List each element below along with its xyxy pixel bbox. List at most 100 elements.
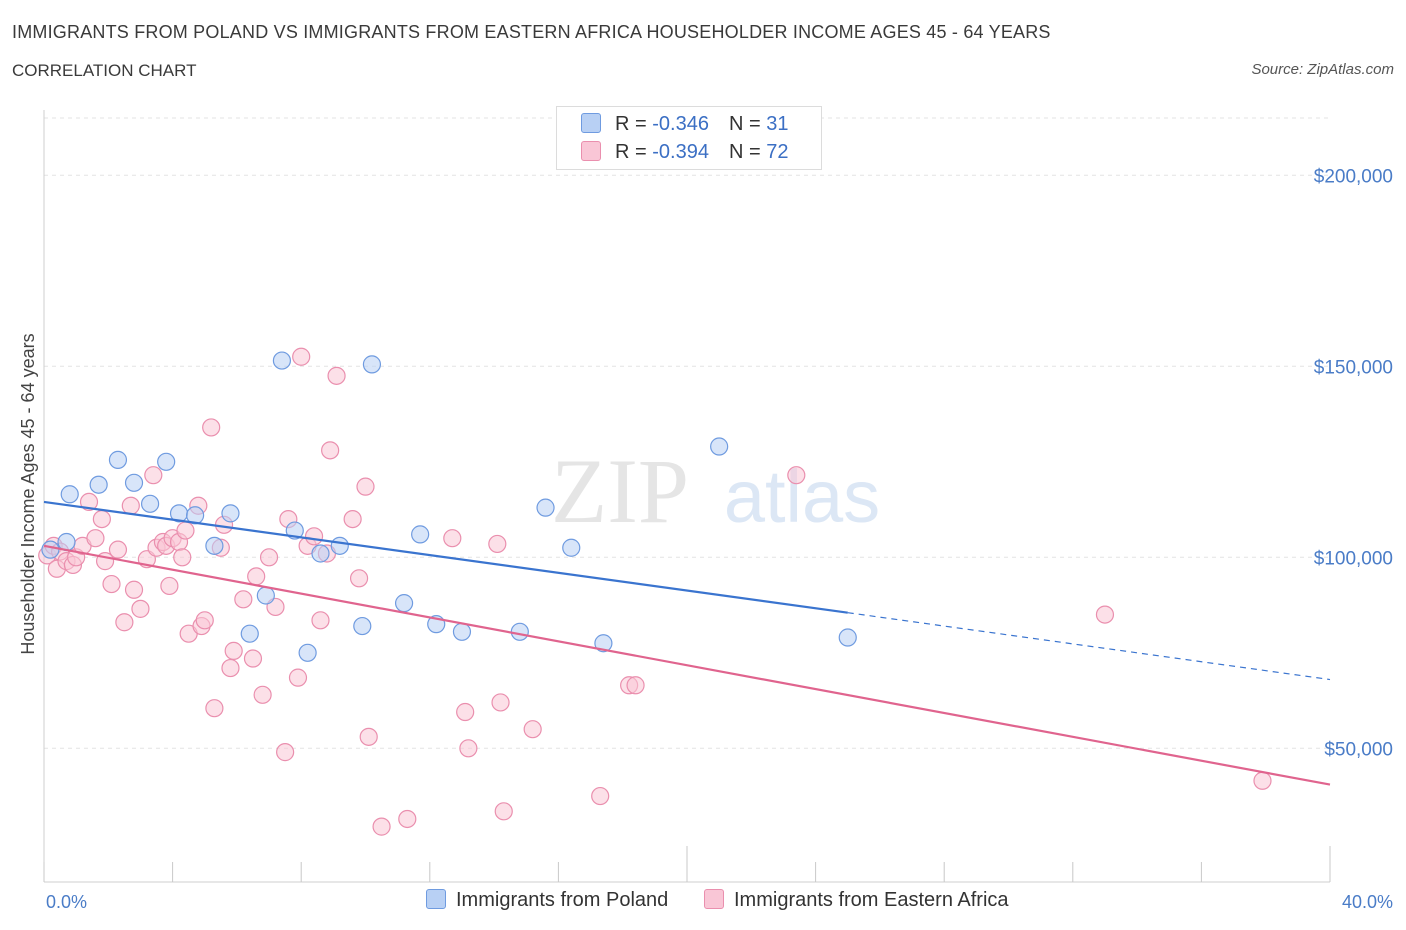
y-tick-label: $200,000: [1314, 166, 1393, 187]
point-poland: [562, 538, 581, 557]
x-tick-label-max: 40.0%: [1342, 892, 1393, 912]
legend-n-value: 72: [766, 141, 789, 163]
point-poland: [362, 355, 382, 374]
point-eastern-africa: [1095, 605, 1115, 624]
point-eastern-africa: [92, 509, 111, 529]
point-eastern-africa: [304, 527, 324, 546]
trend-lines: [43, 500, 1331, 786]
point-poland: [140, 494, 160, 513]
point-eastern-africa: [176, 521, 195, 540]
point-eastern-africa: [311, 611, 330, 630]
point-eastern-africa: [79, 492, 99, 512]
point-poland: [594, 634, 613, 653]
point-poland: [41, 540, 60, 559]
point-eastern-africa: [195, 611, 214, 630]
chart-title: IMMIGRANTS FROM POLAND VS IMMIGRANTS FRO…: [12, 22, 1051, 42]
point-poland: [157, 452, 176, 471]
watermark-atlas: atlas: [724, 455, 880, 538]
bottom-legend-label-poland: Immigrants from Poland: [456, 889, 669, 911]
point-eastern-africa: [173, 548, 192, 567]
point-eastern-africa: [253, 685, 272, 704]
bottom-legend-swatch-poland: [426, 889, 446, 909]
point-eastern-africa: [131, 599, 150, 618]
point-eastern-africa: [343, 509, 362, 529]
point-eastern-africa: [398, 809, 417, 829]
point-eastern-africa: [591, 786, 610, 806]
legend-r-value: -0.394: [652, 141, 709, 163]
point-poland: [124, 473, 144, 492]
point-poland: [272, 351, 292, 370]
point-eastern-africa: [247, 567, 266, 586]
point-eastern-africa: [108, 540, 128, 559]
point-eastern-africa: [234, 590, 253, 609]
y-tick-label: $50,000: [1324, 739, 1393, 760]
point-poland: [710, 437, 729, 456]
point-eastern-africa: [349, 569, 369, 588]
point-eastern-africa: [292, 347, 311, 366]
point-poland: [536, 498, 555, 517]
point-poland: [256, 586, 275, 605]
point-eastern-africa: [115, 613, 134, 632]
chart-subtitle: CORRELATION CHART: [12, 61, 197, 80]
y-tick-label: $150,000: [1314, 357, 1393, 378]
point-poland: [221, 504, 240, 523]
point-eastern-africa: [243, 649, 263, 668]
watermark: ZIP atlas: [551, 440, 880, 542]
point-poland: [330, 536, 349, 555]
point-eastern-africa: [160, 576, 179, 596]
point-eastern-africa: [456, 702, 475, 722]
point-eastern-africa: [372, 817, 391, 836]
legend-swatch-eastern-africa: [581, 141, 601, 161]
tick-labels: $50,000 $100,000 $150,000 $200,000 0.0% 40.0%: [46, 166, 1393, 912]
point-eastern-africa: [124, 580, 144, 599]
point-poland: [452, 622, 472, 641]
legend-r-value: -0.346: [652, 113, 709, 135]
legend-r-label: R =: [615, 113, 653, 135]
point-poland: [838, 628, 857, 647]
axes: [43, 110, 1331, 883]
legend-row-eastern-africa: R = -0.394 N = 72: [581, 141, 788, 167]
x-tick-label-min: 0.0%: [46, 892, 87, 912]
point-eastern-africa: [787, 466, 806, 485]
point-eastern-africa: [494, 802, 513, 821]
trend-line-eastern-africa: [43, 544, 1331, 786]
legend-n-label: N =: [728, 113, 767, 135]
point-eastern-africa: [86, 529, 105, 548]
bottom-legend-poland: Immigrants from Poland: [426, 889, 668, 912]
point-eastern-africa: [321, 441, 340, 460]
point-eastern-africa: [259, 548, 279, 567]
point-poland: [205, 536, 224, 555]
points-poland: [41, 351, 857, 662]
trend-line-poland: [43, 500, 848, 614]
point-eastern-africa: [205, 699, 224, 718]
point-eastern-africa: [144, 466, 163, 485]
point-eastern-africa: [443, 529, 462, 548]
legend-swatch-poland: [581, 113, 601, 133]
trend-line-poland-extension: [847, 612, 1331, 681]
bottom-legend-label-eastern-africa: Immigrants from Eastern Africa: [734, 889, 1009, 911]
point-eastern-africa: [224, 641, 243, 660]
y-tick-label: $100,000: [1314, 548, 1393, 569]
point-eastern-africa: [202, 418, 221, 437]
legend-n-value: 31: [766, 113, 789, 135]
point-eastern-africa: [626, 676, 645, 695]
bottom-legend-swatch-eastern-africa: [704, 889, 724, 909]
point-eastern-africa: [121, 496, 140, 515]
watermark-zip: ZIP: [551, 440, 689, 542]
point-eastern-africa: [459, 739, 478, 758]
point-poland: [89, 475, 108, 494]
point-poland: [298, 643, 317, 662]
point-poland: [108, 450, 128, 469]
y-axis-label: Householder Income Ages 45 - 64 years: [18, 333, 38, 654]
point-eastern-africa: [359, 727, 378, 746]
point-poland: [510, 622, 529, 641]
point-eastern-africa: [488, 534, 507, 554]
point-poland: [60, 485, 79, 504]
point-eastern-africa: [102, 574, 121, 594]
point-poland: [240, 624, 259, 643]
point-eastern-africa: [1253, 771, 1272, 790]
source-label: Source: ZipAtlas.com: [1251, 61, 1394, 78]
point-eastern-africa: [523, 720, 542, 739]
point-eastern-africa: [356, 477, 375, 496]
